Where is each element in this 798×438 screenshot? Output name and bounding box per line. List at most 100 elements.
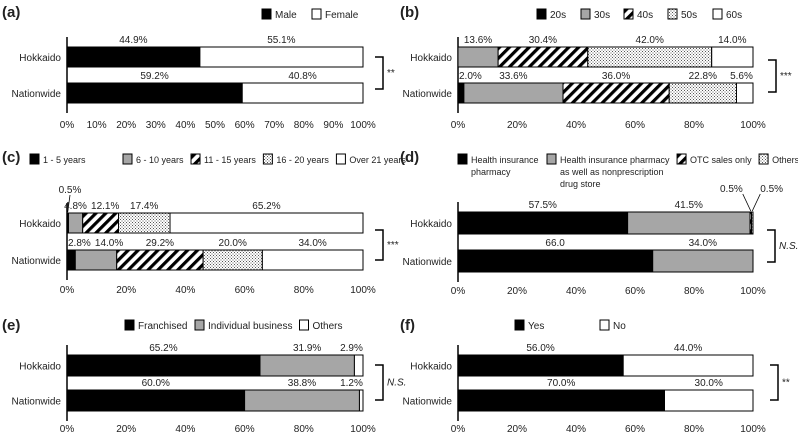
value-label: 60.0% bbox=[142, 378, 170, 389]
value-label: 2.9% bbox=[340, 343, 363, 354]
x-tick-label: 40% bbox=[566, 286, 586, 297]
x-tick-label: 50% bbox=[205, 120, 225, 131]
value-label: 44.0% bbox=[674, 343, 702, 354]
value-label: 1.2% bbox=[340, 378, 363, 389]
x-tick-label: 40% bbox=[566, 120, 586, 131]
category-label: Hokkaido bbox=[19, 53, 61, 64]
x-tick-label: 100% bbox=[350, 120, 376, 131]
chart-panel-b: (b) 20s 30s 40s 50s 60s 0% 20% 40% 60% 80% 100% Hokk… bbox=[400, 4, 792, 131]
legend-swatch bbox=[122, 153, 133, 165]
significance-bracket bbox=[375, 364, 384, 401]
x-tick-label: 60% bbox=[625, 286, 645, 297]
x-tick-label: 90% bbox=[323, 120, 343, 131]
value-label: 0.5% bbox=[720, 184, 743, 195]
legend-swatch bbox=[676, 153, 687, 165]
category-label: Hokkaido bbox=[19, 362, 61, 373]
legend-swatch bbox=[335, 153, 346, 165]
significance-label: N.S. bbox=[387, 378, 406, 389]
bar-segment bbox=[261, 249, 364, 271]
value-label: 57.5% bbox=[529, 200, 557, 211]
value-label: 33.6% bbox=[499, 71, 527, 82]
x-tick-label: 60% bbox=[625, 120, 645, 131]
panel-label: (c) bbox=[2, 149, 20, 166]
legend-swatch bbox=[457, 153, 468, 165]
legend-label: Health insurance pharmacy bbox=[471, 155, 539, 177]
bar-segment bbox=[751, 211, 754, 235]
legend-swatch bbox=[124, 319, 135, 331]
x-tick-label: 80% bbox=[294, 285, 314, 296]
bar-segment bbox=[457, 249, 654, 273]
bar-segment bbox=[82, 212, 120, 234]
x-tick-label: 0% bbox=[60, 120, 75, 131]
x-tick-label: 60% bbox=[625, 424, 645, 435]
legend-label: 50s bbox=[681, 10, 697, 21]
x-tick-label: 100% bbox=[350, 285, 376, 296]
value-label: 44.9% bbox=[119, 35, 147, 46]
x-tick-label: 0% bbox=[451, 424, 466, 435]
x-tick-label: 60% bbox=[235, 120, 255, 131]
legend-swatch bbox=[667, 8, 678, 20]
x-tick-label: 0% bbox=[451, 120, 466, 131]
legend-swatch bbox=[536, 8, 547, 20]
significance-label: N.S. bbox=[779, 241, 798, 252]
value-label: 5.6% bbox=[730, 71, 753, 82]
x-tick-label: 70% bbox=[264, 120, 284, 131]
x-tick-label: 80% bbox=[294, 424, 314, 435]
bar-segment bbox=[118, 212, 171, 234]
bar-segment bbox=[67, 212, 84, 234]
value-label: 34.0% bbox=[689, 238, 717, 249]
legend-label: Franchised bbox=[138, 321, 187, 332]
value-label: 0.5% bbox=[760, 184, 783, 195]
category-label: Nationwide bbox=[12, 397, 62, 408]
bar-segment bbox=[259, 354, 355, 377]
chart-panel-f: (f) Yes No 0% 20% 40% 60% 80% 100% Hokkaido 56.0% 4… bbox=[400, 317, 790, 435]
significance-label: *** bbox=[780, 71, 792, 82]
value-label: 66.0 bbox=[545, 238, 565, 249]
x-tick-label: 60% bbox=[235, 285, 255, 296]
x-tick-label: 20% bbox=[116, 120, 136, 131]
bar-segment bbox=[587, 46, 713, 68]
bar-segment bbox=[457, 82, 465, 104]
bar-segment bbox=[497, 46, 589, 68]
bar-segment bbox=[358, 389, 364, 412]
bar-segment bbox=[66, 389, 246, 412]
legend-swatch bbox=[261, 8, 272, 20]
category-label: Nationwide bbox=[403, 257, 453, 268]
legend-label: 60s bbox=[726, 10, 742, 21]
bar-segment bbox=[116, 249, 204, 271]
legend-swatch bbox=[758, 153, 769, 165]
x-tick-label: 40% bbox=[175, 120, 195, 131]
value-label: 22.8% bbox=[689, 71, 717, 82]
legend-label: 20s bbox=[550, 10, 566, 21]
x-tick-label: 80% bbox=[684, 424, 704, 435]
bar-segment bbox=[457, 389, 665, 412]
legend-label: Others bbox=[772, 155, 798, 165]
x-tick-label: 10% bbox=[87, 120, 107, 131]
x-tick-label: 30% bbox=[146, 120, 166, 131]
callout-arrow bbox=[67, 194, 71, 213]
bar-segment bbox=[735, 82, 754, 104]
bar-segment bbox=[202, 249, 263, 271]
category-label: Hokkaido bbox=[410, 362, 452, 373]
bar-segment bbox=[622, 354, 754, 377]
significance-bracket bbox=[767, 229, 776, 263]
x-tick-label: 80% bbox=[684, 120, 704, 131]
value-label: 38.8% bbox=[288, 378, 316, 389]
legend-swatch bbox=[514, 319, 525, 331]
value-label: 31.9% bbox=[293, 343, 321, 354]
panel-label: (b) bbox=[400, 4, 419, 21]
x-tick-label: 80% bbox=[294, 120, 314, 131]
value-label: 36.0% bbox=[602, 71, 630, 82]
value-label: 29.2% bbox=[146, 238, 174, 249]
category-label: Hokkaido bbox=[410, 219, 452, 230]
legend-swatch bbox=[190, 153, 201, 165]
x-tick-label: 20% bbox=[507, 286, 527, 297]
value-label: 42.0% bbox=[636, 35, 664, 46]
value-label: 70.0% bbox=[547, 378, 575, 389]
legend-swatch bbox=[546, 153, 557, 165]
legend-label: Over 21 years bbox=[349, 155, 406, 165]
bar-segment bbox=[652, 249, 754, 273]
value-label: 59.2% bbox=[140, 71, 168, 82]
value-label: 41.5% bbox=[675, 200, 703, 211]
